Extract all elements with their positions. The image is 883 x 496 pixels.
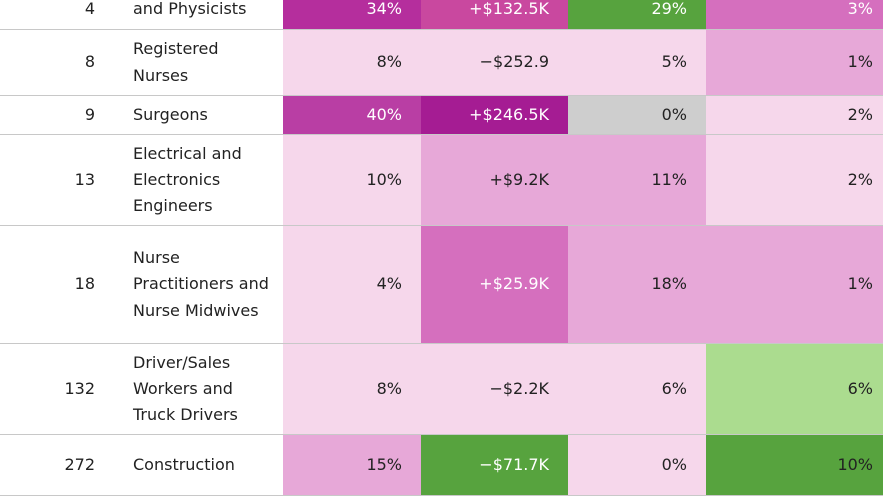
share-cell: 10% bbox=[283, 134, 421, 226]
occupation-cell: and Physicists bbox=[115, 0, 283, 30]
pay-change-cell: +$132.5K bbox=[421, 0, 568, 30]
rank-cell: 13 bbox=[0, 134, 115, 226]
occupation-cell: Driver/Sales Workers and Truck Drivers bbox=[115, 343, 283, 435]
share-cell: 8% bbox=[283, 29, 421, 96]
table-row: 132 Driver/Sales Workers and Truck Drive… bbox=[0, 343, 883, 435]
growth-cell: 5% bbox=[568, 29, 706, 96]
table-row: 272 Construction 15% −$71.7K 0% 10% bbox=[0, 434, 883, 496]
pay-change-cell: +$246.5K bbox=[421, 95, 568, 135]
pay-change-cell: −$71.7K bbox=[421, 434, 568, 496]
last-metric-cell: 1% bbox=[706, 29, 883, 96]
table-row: 8 Registered Nurses 8% −$252.9 5% 1% bbox=[0, 29, 883, 96]
table-row: 18 Nurse Practitioners and Nurse Midwive… bbox=[0, 225, 883, 344]
rank-cell: 8 bbox=[0, 29, 115, 96]
growth-cell: 18% bbox=[568, 225, 706, 344]
share-cell: 4% bbox=[283, 225, 421, 344]
last-metric-cell: 2% bbox=[706, 95, 883, 135]
rank-cell: 132 bbox=[0, 343, 115, 435]
share-cell: 15% bbox=[283, 434, 421, 496]
last-metric-cell: 3% bbox=[706, 0, 883, 30]
occupation-cell: Registered Nurses bbox=[115, 29, 283, 96]
share-cell: 34% bbox=[283, 0, 421, 30]
rank-cell: 4 bbox=[0, 0, 115, 30]
growth-cell: 6% bbox=[568, 343, 706, 435]
growth-cell: 29% bbox=[568, 0, 706, 30]
growth-cell: 11% bbox=[568, 134, 706, 226]
last-metric-cell: 6% bbox=[706, 343, 883, 435]
occupation-cell: Nurse Practitioners and Nurse Midwives bbox=[115, 225, 283, 344]
share-cell: 8% bbox=[283, 343, 421, 435]
table-row: 4 and Physicists 34% +$132.5K 29% 3% bbox=[0, 0, 883, 30]
growth-cell: 0% bbox=[568, 434, 706, 496]
rank-cell: 272 bbox=[0, 434, 115, 496]
pay-change-cell: +$25.9K bbox=[421, 225, 568, 344]
last-metric-cell: 2% bbox=[706, 134, 883, 226]
pay-change-cell: +$9.2K bbox=[421, 134, 568, 226]
pay-change-cell: −$252.9 bbox=[421, 29, 568, 96]
occupation-cell: Electrical and Electronics Engineers bbox=[115, 134, 283, 226]
rank-cell: 18 bbox=[0, 225, 115, 344]
last-metric-cell: 10% bbox=[706, 434, 883, 496]
share-cell: 40% bbox=[283, 95, 421, 135]
last-metric-cell: 1% bbox=[706, 225, 883, 344]
pay-change-cell: −$2.2K bbox=[421, 343, 568, 435]
growth-cell: 0% bbox=[568, 95, 706, 135]
table-row: 13 Electrical and Electronics Engineers … bbox=[0, 134, 883, 226]
rank-cell: 9 bbox=[0, 95, 115, 135]
occupation-cell: Surgeons bbox=[115, 95, 283, 135]
occupation-cell: Construction bbox=[115, 434, 283, 496]
table-row: 9 Surgeons 40% +$246.5K 0% 2% bbox=[0, 95, 883, 135]
